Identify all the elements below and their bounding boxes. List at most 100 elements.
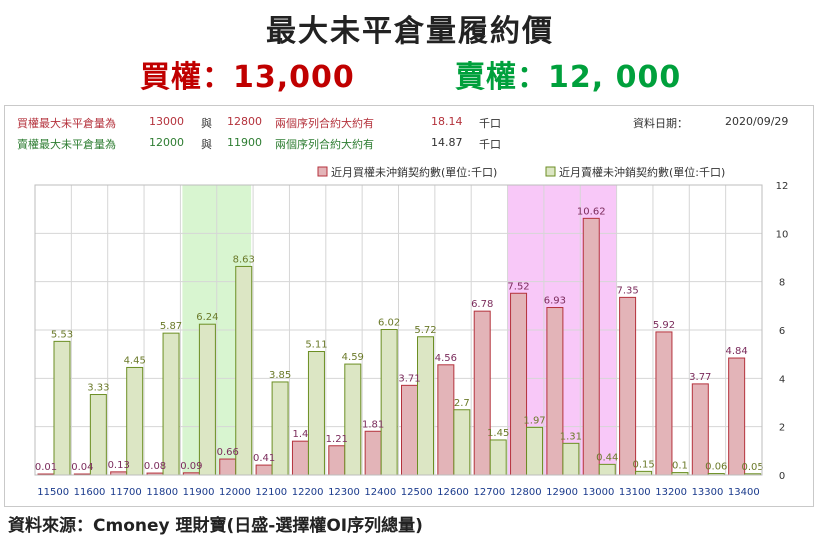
call-bar bbox=[328, 445, 346, 476]
call-value-label: 0.01 bbox=[35, 462, 57, 473]
x-tick-label: 12600 bbox=[437, 487, 469, 498]
put-bar bbox=[417, 336, 434, 476]
call-bar bbox=[255, 464, 273, 476]
call-value-label: 4.56 bbox=[435, 353, 457, 364]
put-value-label: 4.59 bbox=[342, 352, 364, 363]
x-tick-label: 12400 bbox=[364, 487, 396, 498]
legend-call-swatch bbox=[317, 166, 328, 177]
put-value-label: 6.02 bbox=[378, 318, 400, 329]
call-value-label: 5.92 bbox=[653, 320, 675, 331]
info-row1-text: 買權最大未平倉量為 bbox=[17, 117, 116, 130]
call-bar bbox=[619, 296, 637, 476]
info-row2-unit: 千口 bbox=[479, 138, 501, 151]
call-bar bbox=[437, 364, 455, 476]
call-value-label: 0.09 bbox=[180, 461, 202, 472]
x-tick-label: 12200 bbox=[292, 487, 324, 498]
info-row2-text: 賣權最大未平倉量為 bbox=[17, 138, 116, 151]
x-tick-label: 12800 bbox=[510, 487, 542, 498]
x-tick-label: 11500 bbox=[37, 487, 69, 498]
x-tick-label: 13300 bbox=[692, 487, 724, 498]
put-bar bbox=[598, 463, 616, 476]
date-value: 2020/09/29 bbox=[725, 115, 789, 128]
put-bar bbox=[526, 426, 544, 476]
put-bar bbox=[380, 329, 398, 476]
put-value-label: 1.31 bbox=[560, 431, 582, 442]
x-tick-label: 12500 bbox=[401, 487, 433, 498]
x-tick-label: 12900 bbox=[546, 487, 578, 498]
put-bar bbox=[635, 470, 653, 476]
put-value-label: 3.33 bbox=[87, 383, 109, 394]
info-row2-and: 與 bbox=[201, 138, 212, 151]
call-value-label: 4.84 bbox=[726, 346, 748, 357]
call-value-label: 1.81 bbox=[362, 419, 384, 430]
put-value-label: 1.45 bbox=[487, 428, 509, 439]
info-row1-value: 18.14 bbox=[431, 115, 463, 128]
call-value-label: 3.71 bbox=[398, 373, 420, 384]
y-tick-label: 2 bbox=[779, 423, 785, 434]
x-tick-label: 13000 bbox=[583, 487, 615, 498]
put-value-label: 0.1 bbox=[672, 461, 688, 472]
call-bar bbox=[219, 458, 237, 476]
info-row2-strike-b: 11900 bbox=[227, 136, 262, 149]
put-max-oi-label: 賣權：12, 000 bbox=[455, 60, 682, 95]
y-tick-label: 6 bbox=[779, 326, 785, 337]
call-value-label: 7.35 bbox=[616, 285, 638, 296]
call-value-label: 1.4 bbox=[292, 429, 308, 440]
put-value-label: 3.85 bbox=[269, 370, 291, 381]
call-value-label: 0.08 bbox=[144, 461, 166, 472]
call-value-label: 0.13 bbox=[108, 460, 130, 471]
put-bar bbox=[198, 323, 216, 476]
put-bar bbox=[562, 442, 580, 476]
info-row2-value: 14.87 bbox=[431, 136, 463, 149]
put-bar bbox=[235, 265, 253, 476]
call-bar bbox=[473, 310, 491, 476]
plot-area-border bbox=[34, 184, 763, 476]
x-tick-label: 13400 bbox=[728, 487, 760, 498]
info-row2-desc: 兩個序列合約大約有 bbox=[275, 138, 374, 151]
call-bar bbox=[364, 430, 382, 476]
put-value-label: 1.97 bbox=[523, 415, 545, 426]
x-tick-label: 12000 bbox=[219, 487, 251, 498]
info-row1-unit: 千口 bbox=[479, 117, 501, 130]
put-value-label: 0.15 bbox=[632, 459, 654, 470]
put-value-label: 0.05 bbox=[742, 462, 764, 473]
x-tick-label: 12700 bbox=[473, 487, 505, 498]
call-value-label: 3.77 bbox=[689, 372, 711, 383]
put-value-label: 5.72 bbox=[414, 325, 436, 336]
legend-put-swatch bbox=[545, 166, 556, 177]
put-value-label: 0.06 bbox=[705, 462, 727, 473]
put-value-label: 2.7 bbox=[454, 398, 470, 409]
call-value-label: 7.52 bbox=[507, 281, 529, 292]
date-label: 資料日期： bbox=[633, 117, 688, 130]
data-source-footer: 資料來源：Cmoney 理財寶(日盛-選擇權OI序列總量) bbox=[8, 516, 423, 536]
x-tick-label: 11900 bbox=[183, 487, 215, 498]
info-row1-strike-b: 12800 bbox=[227, 115, 262, 128]
x-tick-label: 11800 bbox=[146, 487, 178, 498]
call-value-label: 0.04 bbox=[71, 462, 93, 473]
put-bar bbox=[307, 351, 325, 476]
put-value-label: 4.45 bbox=[124, 355, 146, 366]
put-bar bbox=[53, 340, 71, 476]
info-row1-and: 與 bbox=[201, 117, 212, 130]
call-value-label: 6.78 bbox=[471, 299, 493, 310]
info-row1-desc: 兩個序列合約大約有 bbox=[275, 117, 374, 130]
call-value-label: 1.21 bbox=[326, 434, 348, 445]
x-tick-label: 12300 bbox=[328, 487, 360, 498]
put-value-label: 6.24 bbox=[196, 312, 218, 323]
put-value-label: 5.11 bbox=[305, 340, 327, 351]
legend-call-label: 近月買權未沖銷契約數(單位:千口) bbox=[331, 165, 497, 179]
x-tick-label: 13100 bbox=[619, 487, 651, 498]
put-bar bbox=[344, 363, 362, 476]
x-tick-label: 12100 bbox=[255, 487, 287, 498]
call-value-label: 0.66 bbox=[217, 447, 239, 458]
y-tick-label: 0 bbox=[779, 471, 785, 482]
put-value-label: 5.87 bbox=[160, 321, 182, 332]
call-max-oi-label: 買權：13,000 bbox=[140, 60, 355, 95]
call-value-label: 0.41 bbox=[253, 453, 275, 464]
y-tick-label: 12 bbox=[776, 181, 789, 192]
put-bar bbox=[453, 409, 471, 476]
info-row2-strike-a: 12000 bbox=[149, 136, 184, 149]
call-bar bbox=[510, 292, 528, 476]
call-bar bbox=[728, 357, 746, 476]
